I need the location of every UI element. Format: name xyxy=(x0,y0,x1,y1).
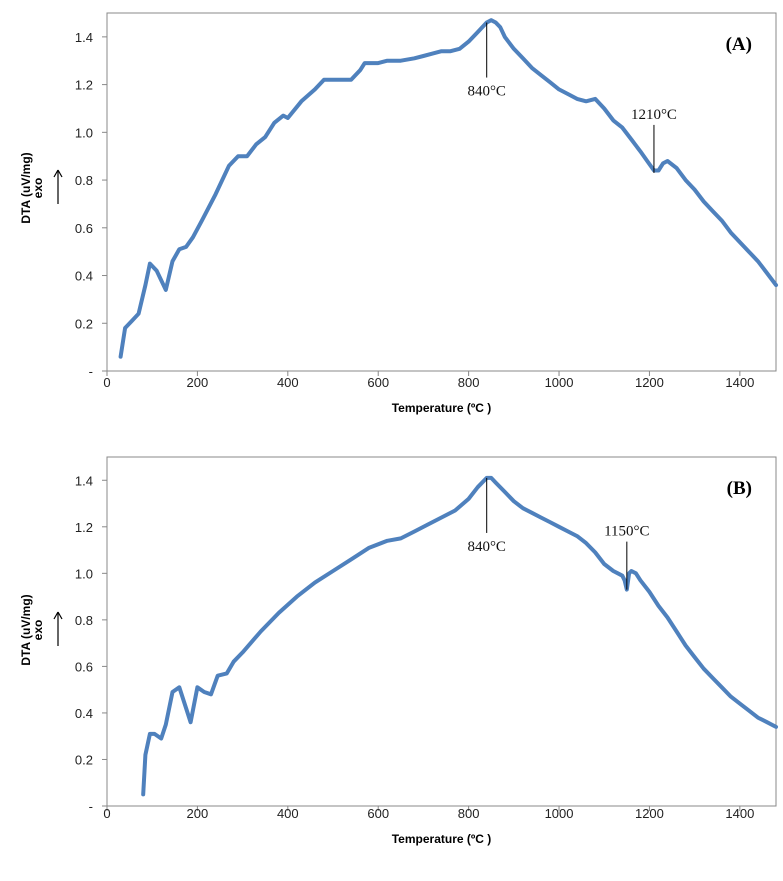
y-tick-label: - xyxy=(89,364,93,379)
plot-area-border xyxy=(107,13,776,371)
x-axis-label: Temperature (ºC ) xyxy=(392,832,492,846)
x-tick-label: 0 xyxy=(103,806,110,821)
x-tick-label: 600 xyxy=(367,375,389,390)
x-tick-label: 200 xyxy=(187,806,209,821)
panel-label: (A) xyxy=(726,34,752,55)
y-tick-label: 0.6 xyxy=(75,221,93,236)
x-tick-label: 1000 xyxy=(545,806,574,821)
x-tick-label: 1200 xyxy=(635,806,664,821)
dta-series-line xyxy=(121,20,776,357)
y-axis-exo-label: exo xyxy=(31,178,45,199)
y-tick-label: - xyxy=(89,799,93,814)
y-tick-label: 0.6 xyxy=(75,659,93,674)
annotation-label: 840°C xyxy=(467,84,506,100)
annotation-label: 840°C xyxy=(467,539,506,555)
chart-panel-b: 0 200 400 600 800 1000 1200 1400 - 0.2 0.4 0.6 0.8 1.… xyxy=(19,457,776,846)
panel-label: (B) xyxy=(727,478,752,499)
x-tick-label: 1400 xyxy=(725,375,754,390)
y-tick-label: 1.2 xyxy=(75,78,93,93)
x-tick-label: 800 xyxy=(458,806,480,821)
y-tick-label: 0.2 xyxy=(75,316,93,331)
x-tick-label: 200 xyxy=(187,375,209,390)
annotation-label: 1210°C xyxy=(631,107,677,123)
y-tick-label: 0.4 xyxy=(75,269,93,284)
y-axis-exo-label: exo xyxy=(31,620,45,641)
y-tick-label: 1.0 xyxy=(75,566,93,581)
y-tick-label: 0.2 xyxy=(75,752,93,767)
x-tick-label: 1000 xyxy=(545,375,574,390)
x-tick-label: 400 xyxy=(277,806,299,821)
x-tick-label: 400 xyxy=(277,375,299,390)
x-tick-label: 600 xyxy=(367,806,389,821)
y-axis-label-group: DTA (uV/mg)exo xyxy=(19,152,62,223)
y-tick-label: 1.4 xyxy=(75,473,93,488)
y-tick-label: 1.0 xyxy=(75,125,93,140)
y-tick-label: 1.2 xyxy=(75,520,93,535)
chart-panel-a: 0 200 400 600 800 1000 1200 1400 - 0.2 0.4 0.6 0.8 1.… xyxy=(19,13,776,415)
y-tick-label: 0.8 xyxy=(75,173,93,188)
x-tick-label: 800 xyxy=(458,375,480,390)
x-tick-label: 0 xyxy=(103,375,110,390)
x-axis-label: Temperature (ºC ) xyxy=(392,401,492,415)
annotation-label: 1150°C xyxy=(604,524,649,540)
y-axis-label-group: DTA (uV/mg)exo xyxy=(19,594,62,665)
x-tick-label: 1200 xyxy=(635,375,664,390)
dta-series-line xyxy=(143,478,776,795)
x-tick-label: 1400 xyxy=(725,806,754,821)
y-tick-label: 0.8 xyxy=(75,613,93,628)
y-tick-label: 0.4 xyxy=(75,706,93,721)
y-tick-label: 1.4 xyxy=(75,30,93,45)
